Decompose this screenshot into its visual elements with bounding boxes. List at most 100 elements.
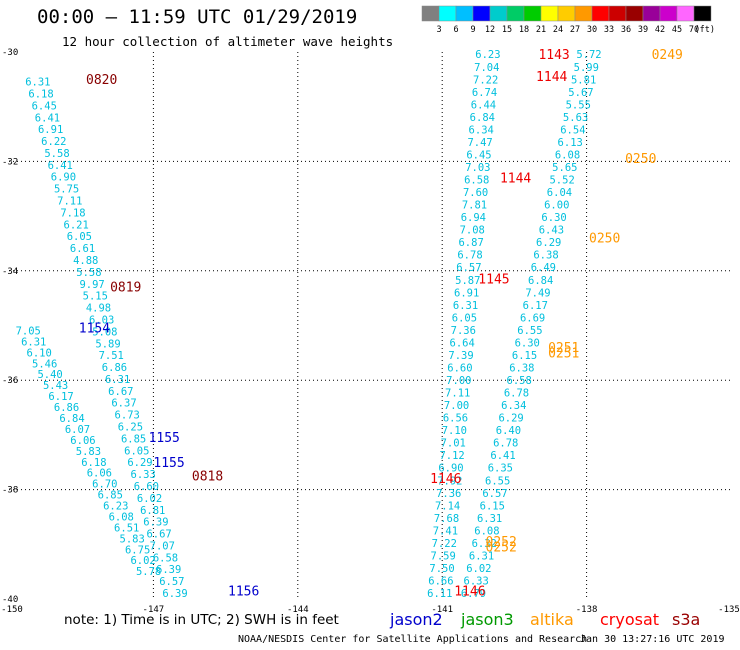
swh-value: 5.81 — [571, 74, 596, 86]
latitude-label: -40 — [2, 595, 18, 605]
units-note: note: 1) Time is in UTC; 2) SWH is in fe… — [64, 612, 339, 628]
color-scale-swatch — [421, 5, 440, 22]
swh-value: 6.04 — [547, 187, 572, 199]
swh-value: 6.35 — [488, 463, 513, 475]
swh-value: 7.59 — [431, 550, 456, 562]
color-scale-tick: 9 — [470, 25, 475, 35]
swh-value: 6.70 — [92, 479, 117, 491]
swh-value: 7.22 — [432, 538, 457, 550]
pass-time-label-altika: 0249 — [652, 48, 683, 63]
swh-value: 6.08 — [474, 525, 499, 537]
swh-value: 5.43 — [43, 380, 68, 392]
swh-value: 6.79 — [461, 588, 486, 600]
swh-value: 6.85 — [121, 433, 146, 445]
swh-value: 7.39 — [448, 350, 473, 362]
swh-value: 7.08 — [460, 225, 485, 237]
swh-value: 6.33 — [464, 575, 489, 587]
swh-value: 6.57 — [456, 262, 481, 274]
pass-time-label-cryosat: 1146 — [430, 472, 461, 487]
swh-value: 6.41 — [48, 160, 73, 172]
swh-value: 6.32 — [472, 538, 497, 550]
swh-value: 5.15 — [83, 291, 108, 303]
pass-time-label-altika: 0252 — [486, 535, 517, 550]
swh-value: 7.00 — [444, 400, 469, 412]
swh-value: 7.10 — [442, 425, 467, 437]
swh-value: 6.55 — [517, 325, 542, 337]
swh-value: 6.56 — [443, 413, 468, 425]
swh-value: 6.41 — [490, 450, 515, 462]
swh-value: 7.41 — [433, 525, 458, 537]
pass-time-label-altika: 0251 — [548, 346, 579, 361]
color-scale-tick: 36 — [621, 25, 631, 35]
swh-value: 6.39 — [162, 588, 187, 600]
swh-value: 6.37 — [111, 398, 136, 410]
swh-value: 5.83 — [120, 533, 145, 545]
swh-value: 5.87 — [455, 275, 480, 287]
swh-value: 6.29 — [536, 237, 561, 249]
swh-value: 6.78 — [504, 388, 529, 400]
swh-value: 7.04 — [474, 62, 499, 74]
color-scale-swatch — [455, 5, 474, 22]
swh-value: 6.75 — [125, 544, 150, 556]
swh-value: 6.69 — [520, 312, 545, 324]
legend-entry-jason2: jason2 — [389, 610, 443, 629]
swh-value: 6.67 — [146, 529, 171, 541]
color-scale-swatch — [591, 5, 610, 22]
longitude-label: -144 — [287, 605, 309, 615]
swh-value: 6.31 — [25, 77, 50, 89]
latitude-label: -36 — [2, 376, 18, 386]
swh-value: 5.72 — [576, 49, 601, 61]
swh-value: 7.60 — [463, 187, 488, 199]
swh-value: 5.89 — [95, 338, 120, 350]
swh-value: 7.68 — [434, 513, 459, 525]
longitude-label: -141 — [431, 605, 453, 615]
swh-value: 7.36 — [451, 325, 476, 337]
pass-time-label-cryosat: 1143 — [538, 48, 569, 63]
swh-value: 4.98 — [86, 303, 111, 315]
longitude-label: -150 — [1, 605, 23, 615]
swh-value: 6.00 — [544, 200, 569, 212]
swh-value: 6.44 — [471, 99, 496, 111]
swh-value: 6.58 — [153, 552, 178, 564]
color-scale-swatch — [693, 5, 712, 22]
swh-value: 6.10 — [27, 347, 52, 359]
credit-text: NOAA/NESDIS Center for Satellite Applica… — [238, 634, 588, 645]
swh-value: 6.74 — [472, 87, 497, 99]
latitude-label: -34 — [2, 267, 18, 277]
color-scale-tick: 45 — [672, 25, 682, 35]
swh-value: 7.03 — [465, 162, 490, 174]
swh-value: 6.18 — [28, 88, 53, 100]
swh-value: 6.17 — [48, 391, 73, 403]
swh-value: 6.06 — [70, 435, 95, 447]
swh-value: 7.49 — [525, 287, 550, 299]
swh-value: 7.22 — [473, 74, 498, 86]
legend-entry-altika: altika — [530, 610, 574, 629]
legend-entry-cryosat: cryosat — [600, 610, 659, 629]
swh-value: 6.30 — [541, 212, 566, 224]
pass-time-labels: 0820 0819 0818 1154 1155 1155 1156 1143 1144 1144… — [79, 48, 683, 599]
swh-value: 7.50 — [429, 563, 454, 575]
color-scale-tick: 42 — [655, 25, 665, 35]
pass-time-label-jason2: 1155 — [149, 431, 180, 446]
swh-value: 6.40 — [496, 425, 521, 437]
swh-value: 7.36 — [436, 488, 461, 500]
color-scale-tick: 18 — [519, 25, 529, 35]
swh-value: 6.29 — [498, 413, 523, 425]
swh-value: 6.60 — [447, 362, 472, 374]
swh-value: 6.31 — [469, 550, 494, 562]
swh-value: 6.25 — [118, 422, 143, 434]
swh-value: 6.45 — [466, 149, 491, 161]
swh-value: 4.88 — [73, 255, 98, 267]
swh-value: 6.18 — [81, 457, 106, 469]
swh-value: 6.57 — [159, 576, 184, 588]
color-scale-tick: 70 — [689, 25, 699, 35]
swh-value: 6.55 — [485, 475, 510, 487]
swh-value: 6.78 — [493, 438, 518, 450]
swh-value: 6.85 — [98, 490, 123, 502]
color-scale-swatch — [659, 5, 678, 22]
swh-value: 6.13 — [558, 137, 583, 149]
swh-value: 6.03 — [89, 314, 114, 326]
swh-value: 6.49 — [531, 262, 556, 274]
swh-value: 6.38 — [533, 250, 558, 262]
swh-value: 6.22 — [41, 136, 66, 148]
